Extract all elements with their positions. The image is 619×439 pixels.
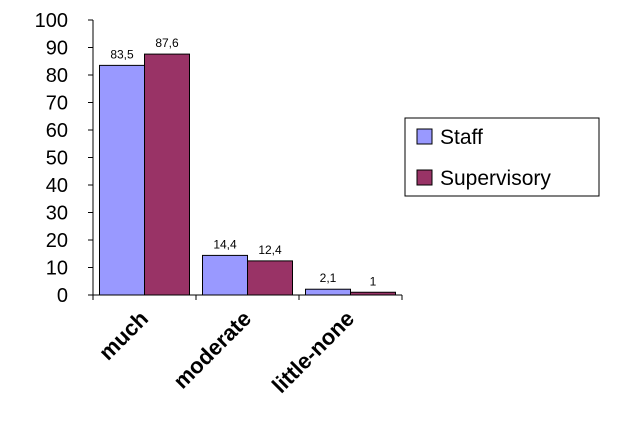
bar-staff-moderate [202, 254, 248, 296]
y-tick-label: 40 [46, 175, 68, 197]
bar-staff-much [99, 64, 145, 296]
y-tick-label: 0 [57, 285, 68, 307]
y-tick-label: 30 [46, 203, 68, 225]
y-tick-label: 10 [46, 258, 68, 280]
bar-supervisory-much [144, 53, 190, 296]
category-label-little-none: little-none [267, 306, 359, 398]
bar-supervisory-moderate [247, 260, 293, 296]
y-tick-label: 50 [46, 148, 68, 170]
data-label-supervisory-much: 87,6 [155, 36, 179, 50]
y-tick-label: 80 [46, 65, 68, 87]
y-tick-label: 100 [35, 10, 68, 32]
y-tick-label: 60 [46, 120, 68, 142]
data-label-staff-much: 83,5 [110, 47, 134, 61]
legend-box [404, 117, 600, 197]
x-axis: much moderate little-none [92, 294, 403, 398]
y-axis: 0 10 20 30 40 50 60 70 80 90 100 [35, 10, 94, 307]
y-tick-label: 90 [46, 38, 68, 60]
bars: 83,5 87,6 14,4 12,4 2,1 1 [99, 36, 396, 296]
data-label-supervisory-moderate: 12,4 [258, 243, 282, 257]
data-label-supervisory-little-none: 1 [370, 274, 377, 288]
bar-staff-little-none [305, 288, 351, 296]
legend-swatch-supervisory [416, 169, 433, 186]
legend: Staff Supervisory [404, 117, 600, 197]
y-tick-label: 20 [46, 230, 68, 252]
category-label-much: much [94, 306, 153, 365]
legend-label-supervisory: Supervisory [440, 167, 551, 190]
legend-label-staff: Staff [440, 126, 483, 149]
legend-swatch-staff [416, 128, 433, 145]
data-label-staff-moderate: 14,4 [213, 237, 237, 251]
y-tick-label: 70 [46, 93, 68, 115]
category-label-moderate: moderate [168, 306, 256, 394]
data-label-staff-little-none: 2,1 [320, 271, 337, 285]
